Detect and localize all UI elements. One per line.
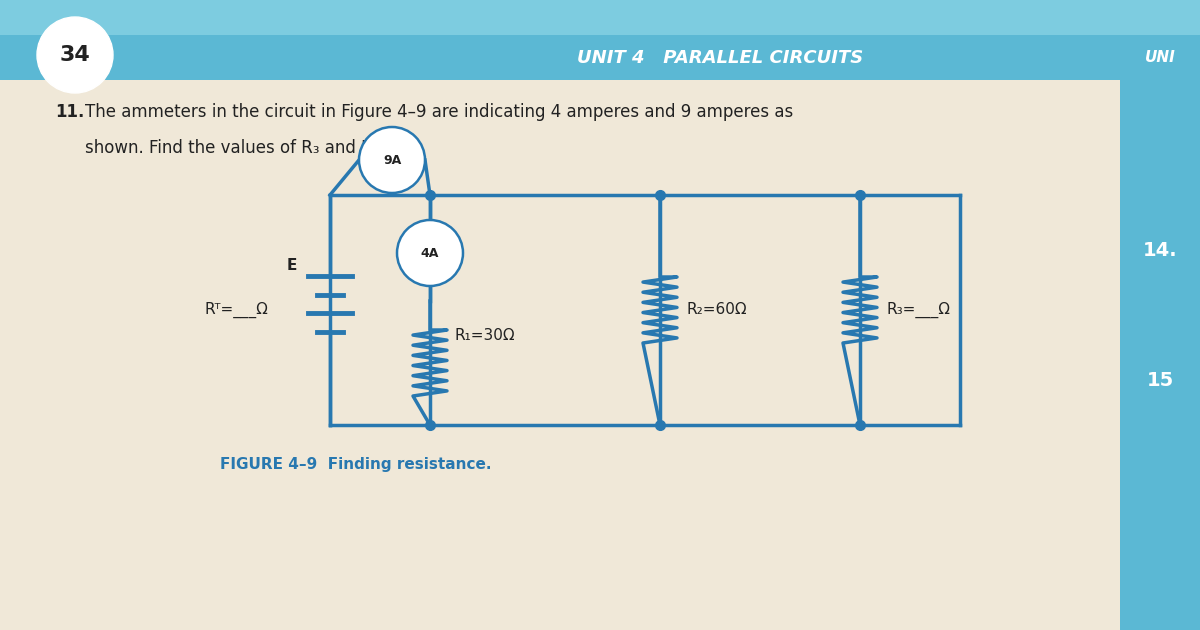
Text: shown. Find the values of R₃ and Rᵀ.: shown. Find the values of R₃ and Rᵀ. [85, 139, 384, 157]
Text: 4A: 4A [421, 246, 439, 260]
Text: E: E [287, 258, 298, 273]
Circle shape [359, 127, 425, 193]
Text: UNIT 4   PARALLEL CIRCUITS: UNIT 4 PARALLEL CIRCUITS [577, 49, 863, 67]
Text: The ammeters in the circuit in Figure 4–9 are indicating 4 amperes and 9 amperes: The ammeters in the circuit in Figure 4–… [85, 103, 793, 121]
FancyBboxPatch shape [0, 0, 1200, 35]
Text: 34: 34 [60, 45, 90, 65]
Text: R₃=___Ω: R₃=___Ω [887, 302, 950, 318]
Text: R₂=60Ω: R₂=60Ω [686, 302, 748, 318]
Text: 14.: 14. [1142, 241, 1177, 260]
Text: UNI: UNI [1145, 50, 1175, 66]
Text: FIGURE 4–9  Finding resistance.: FIGURE 4–9 Finding resistance. [220, 457, 492, 472]
FancyBboxPatch shape [0, 0, 1200, 80]
FancyBboxPatch shape [1120, 0, 1200, 630]
Text: 11.: 11. [55, 103, 84, 121]
Text: Rᵀ=___Ω: Rᵀ=___Ω [205, 302, 269, 318]
Circle shape [37, 17, 113, 93]
Circle shape [397, 220, 463, 286]
Text: 15: 15 [1146, 370, 1174, 389]
Text: R₁=30Ω: R₁=30Ω [455, 328, 516, 343]
Text: 9A: 9A [383, 154, 401, 166]
